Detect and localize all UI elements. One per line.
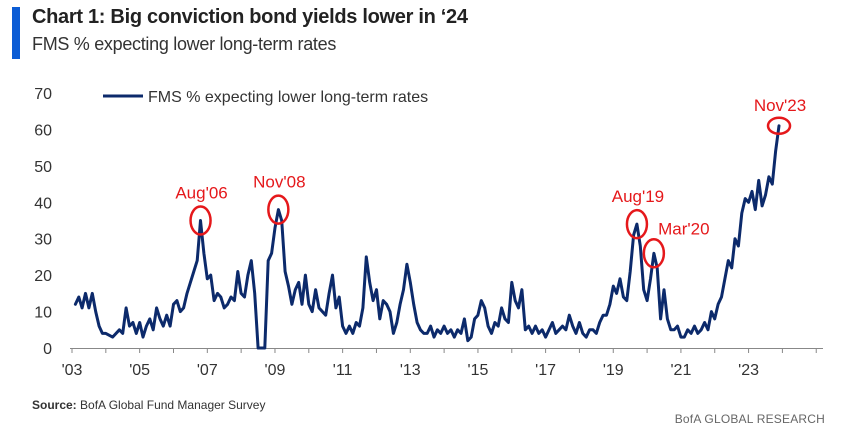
series-line	[73, 124, 781, 350]
peak-highlight-circle	[625, 208, 649, 240]
source-text: BofA Global Fund Manager Survey	[80, 398, 266, 412]
y-tick-label: 40	[34, 195, 52, 212]
y-tick-label: 70	[34, 86, 52, 103]
y-tick-label: 60	[34, 122, 52, 139]
brand-footer: BofA GLOBAL RESEARCH	[674, 412, 825, 426]
x-tick-label: '13	[400, 362, 421, 379]
y-tick-label: 20	[34, 268, 52, 285]
source-label: Source:	[32, 398, 77, 412]
peak-annotation-label: Aug'06	[175, 184, 227, 203]
x-tick-label: '03	[62, 362, 83, 379]
peak-highlight-circle	[189, 205, 212, 236]
x-tick-label: '17	[535, 362, 556, 379]
x-tick-label: '23	[738, 362, 759, 379]
x-tick-label: '09	[265, 362, 286, 379]
x-tick-label: '07	[197, 362, 218, 379]
source-note: Source: BofA Global Fund Manager Survey	[32, 398, 265, 412]
peak-highlight-circle	[766, 116, 792, 136]
peak-highlight-circle	[642, 238, 666, 269]
y-tick-label: 10	[34, 305, 52, 322]
annotations: Aug'06 Nov'08 Aug'19 Mar'20 Nov'23	[175, 96, 806, 269]
axes: 0 10 20 30 40 50 60 70 '03 '05 '07 '09 '11 '13 '15 '17 '…	[34, 86, 823, 379]
title-accent-bar	[12, 7, 20, 59]
chart-subtitle: FMS % expecting lower long-term rates	[32, 34, 337, 54]
peak-annotation-label: Nov'23	[754, 96, 806, 115]
legend-label: FMS % expecting lower long-term rates	[148, 89, 428, 106]
chart-title: Chart 1: Big conviction bond yields lowe…	[32, 6, 468, 28]
x-tick-label: '05	[129, 362, 150, 379]
series	[73, 124, 781, 350]
peak-annotation-label: Nov'08	[253, 173, 305, 192]
line-chart: 0 10 20 30 40 50 60 70 '03 '05 '07 '09 '11 '13 '15 '17 '…	[34, 86, 823, 379]
x-tick-label: '19	[603, 362, 624, 379]
peak-annotation-label: Aug'19	[612, 187, 664, 206]
peak-highlight-circle	[267, 194, 290, 225]
x-tick-label: '11	[333, 362, 353, 379]
peak-annotation-label: Mar'20	[658, 219, 709, 238]
x-tick-label: '21	[670, 362, 691, 379]
legend: FMS % expecting lower long-term rates	[103, 89, 428, 106]
y-tick-label: 0	[43, 341, 52, 358]
y-tick-label: 50	[34, 159, 52, 176]
y-tick-label: 30	[34, 232, 52, 249]
x-tick-label: '15	[468, 362, 489, 379]
